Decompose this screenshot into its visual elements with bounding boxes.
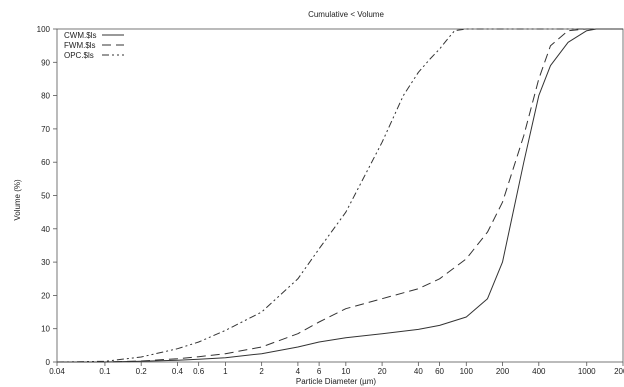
plot-area-frame: [56, 28, 624, 363]
y-tick-label: 10: [41, 325, 50, 334]
chart-title: Cumulative < Volume: [308, 10, 384, 19]
x-tick-label: 1: [223, 367, 228, 376]
x-tick-label: 20: [378, 367, 387, 376]
y-tick-label: 70: [41, 125, 50, 134]
y-tick-label: 60: [41, 158, 50, 167]
x-axis: 0.04 0.1 0.2 0.4 0.6 1 2 4 6 10 20 40 60 100 200 400 100…: [49, 362, 624, 376]
legend-label: OPC.$ls: [64, 51, 94, 60]
y-tick-label: 20: [41, 291, 50, 300]
x-tick-label: 40: [414, 367, 423, 376]
y-tick-label: 50: [41, 192, 50, 201]
series-line-fwm: [57, 28, 623, 363]
series-line-opc: [56, 28, 623, 363]
y-tick-label: 100: [37, 25, 51, 34]
x-tick-label: 0.2: [136, 367, 148, 376]
x-tick-label: 2000: [614, 367, 624, 376]
legend-label: CWM.$ls: [64, 31, 96, 40]
legend-label: FWM.$ls: [64, 41, 96, 50]
x-tick-label: 60: [435, 367, 444, 376]
y-axis: 0 10 20 30 40 50 60 70 80 90 100: [37, 25, 57, 367]
y-tick-label: 0: [46, 358, 51, 367]
x-axis-title: Particle Diameter (µm): [296, 377, 377, 386]
y-tick-label: 80: [41, 92, 50, 101]
series-line-cwm: [57, 28, 623, 363]
x-tick-label: 200: [496, 367, 510, 376]
y-tick-label: 30: [41, 258, 50, 267]
x-tick-label: 100: [460, 367, 474, 376]
x-tick-label: 0.6: [193, 367, 205, 376]
x-tick-label: 10: [341, 367, 350, 376]
x-tick-label: 2: [259, 367, 264, 376]
y-tick-label: 40: [41, 225, 50, 234]
x-tick-label: 400: [532, 367, 546, 376]
x-tick-label: 0.4: [172, 367, 184, 376]
x-tick-label: 0.04: [49, 367, 65, 376]
series-lines: [56, 28, 623, 363]
y-tick-label: 90: [41, 58, 50, 67]
x-tick-label: 0.1: [99, 367, 111, 376]
y-axis-title: Volume (%): [13, 179, 22, 221]
x-tick-label: 6: [317, 367, 322, 376]
x-tick-label: 1000: [578, 367, 596, 376]
x-tick-label: 4: [296, 367, 301, 376]
